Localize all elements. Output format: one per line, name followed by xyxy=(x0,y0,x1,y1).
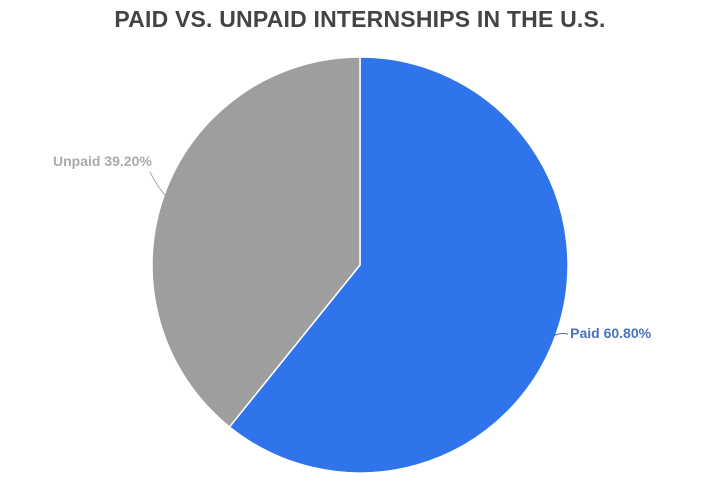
pie-slice-paid xyxy=(228,56,569,474)
data-label-paid: Paid 60.80% xyxy=(570,325,651,341)
leader-line-unpaid xyxy=(149,171,167,197)
leader-line-paid xyxy=(552,333,569,337)
pie-slice-unpaid xyxy=(151,56,361,428)
chart-title: PAID VS. UNPAID INTERNSHIPS IN THE U.S. xyxy=(114,6,606,32)
data-label-unpaid: Unpaid 39.20% xyxy=(53,153,152,169)
